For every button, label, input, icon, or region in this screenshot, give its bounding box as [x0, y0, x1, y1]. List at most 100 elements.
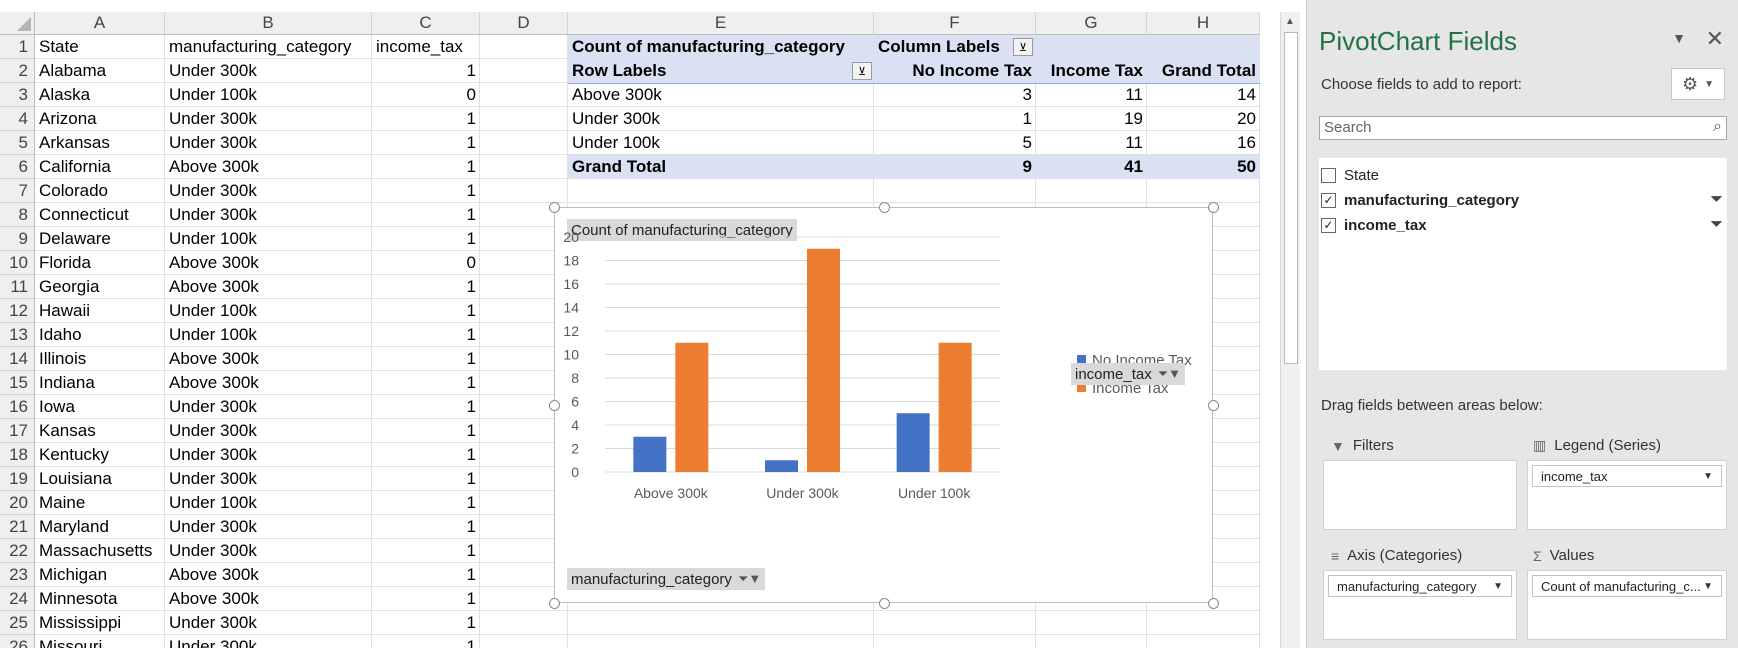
column-header[interactable]: D: [480, 12, 568, 35]
pane-options-dropdown-icon[interactable]: ▼: [1672, 30, 1686, 46]
pivot-column-header[interactable]: No Income Tax: [912, 61, 1032, 80]
pivot-row-label[interactable]: Under 300k: [572, 109, 660, 128]
state-cell[interactable]: Hawaii: [39, 301, 91, 320]
row-header[interactable]: 15: [0, 371, 35, 395]
category-cell[interactable]: Under 300k: [169, 469, 257, 488]
resize-handle[interactable]: [1208, 598, 1219, 609]
scrollbar-thumb[interactable]: [1284, 32, 1298, 364]
category-cell[interactable]: Under 300k: [169, 637, 257, 648]
state-cell[interactable]: Minnesota: [39, 589, 118, 608]
state-cell[interactable]: Missouri: [39, 637, 103, 648]
income-tax-cell[interactable]: 1: [466, 205, 476, 224]
row-labels-filter-button[interactable]: ⊻: [852, 62, 872, 80]
category-cell[interactable]: Under 300k: [169, 445, 257, 464]
resize-handle[interactable]: [879, 598, 890, 609]
row-header[interactable]: 23: [0, 563, 35, 587]
income-tax-cell[interactable]: 1: [466, 565, 476, 584]
income-tax-cell[interactable]: 1: [466, 493, 476, 512]
category-cell[interactable]: Above 300k: [169, 589, 259, 608]
row-header[interactable]: 22: [0, 539, 35, 563]
chevron-down-icon[interactable]: ▼: [1703, 580, 1713, 592]
category-cell[interactable]: Above 300k: [169, 373, 259, 392]
row-header[interactable]: 1: [0, 35, 35, 59]
filter-icon[interactable]: ⏷: [1710, 216, 1723, 233]
resize-handle[interactable]: [879, 202, 890, 213]
row-header[interactable]: 14: [0, 347, 35, 371]
state-cell[interactable]: Louisiana: [39, 469, 112, 488]
legend-drop-area[interactable]: income_tax ▼: [1527, 460, 1727, 530]
row-header[interactable]: 2: [0, 59, 35, 83]
state-cell[interactable]: Massachusetts: [39, 541, 153, 560]
category-cell[interactable]: Under 300k: [169, 205, 257, 224]
income-tax-cell[interactable]: 1: [466, 277, 476, 296]
state-cell[interactable]: Delaware: [39, 229, 111, 248]
row-header[interactable]: 13: [0, 323, 35, 347]
header-cell-state[interactable]: State: [39, 37, 79, 56]
income-tax-cell[interactable]: 1: [466, 349, 476, 368]
income-tax-cell[interactable]: 1: [466, 445, 476, 464]
state-cell[interactable]: Michigan: [39, 565, 108, 584]
pivot-title[interactable]: Count of manufacturing_category: [572, 37, 845, 56]
category-cell[interactable]: Under 300k: [169, 181, 257, 200]
pivot-grand-total-label[interactable]: Grand Total: [572, 157, 667, 176]
category-cell[interactable]: Above 300k: [169, 277, 259, 296]
category-cell[interactable]: Above 300k: [169, 565, 259, 584]
income-tax-cell[interactable]: 1: [466, 373, 476, 392]
income-tax-cell[interactable]: 0: [466, 85, 476, 104]
state-cell[interactable]: Maryland: [39, 517, 109, 536]
state-cell[interactable]: Indiana: [39, 373, 95, 392]
income-tax-cell[interactable]: 1: [466, 421, 476, 440]
row-header[interactable]: 11: [0, 275, 35, 299]
state-cell[interactable]: California: [39, 157, 111, 176]
income-tax-cell[interactable]: 1: [466, 157, 476, 176]
category-cell[interactable]: Under 300k: [169, 517, 257, 536]
column-header[interactable]: A: [35, 12, 165, 35]
row-header[interactable]: 18: [0, 443, 35, 467]
column-header[interactable]: E: [568, 12, 874, 35]
income-tax-cell[interactable]: 1: [466, 637, 476, 648]
income-tax-cell[interactable]: 1: [466, 517, 476, 536]
column-labels-filter-button[interactable]: ⊻: [1013, 38, 1033, 56]
state-cell[interactable]: Arizona: [39, 109, 97, 128]
category-cell[interactable]: Under 300k: [169, 109, 257, 128]
row-header[interactable]: 10: [0, 251, 35, 275]
category-cell[interactable]: Under 100k: [169, 493, 257, 512]
row-header[interactable]: 4: [0, 107, 35, 131]
pivot-value-cell[interactable]: 11: [1125, 133, 1143, 152]
row-header[interactable]: 3: [0, 83, 35, 107]
chevron-down-icon[interactable]: ▼: [1703, 470, 1713, 482]
row-header[interactable]: 24: [0, 587, 35, 611]
field-list-item[interactable]: State: [1321, 164, 1725, 186]
row-header[interactable]: 19: [0, 467, 35, 491]
resize-handle[interactable]: [549, 400, 560, 411]
state-cell[interactable]: Idaho: [39, 325, 82, 344]
income-tax-cell[interactable]: 1: [466, 613, 476, 632]
category-cell[interactable]: Under 300k: [169, 421, 257, 440]
pivot-value-cell[interactable]: 16: [1237, 133, 1256, 152]
income-tax-cell[interactable]: 1: [466, 181, 476, 200]
row-header[interactable]: 20: [0, 491, 35, 515]
resize-handle[interactable]: [549, 598, 560, 609]
state-cell[interactable]: Kansas: [39, 421, 96, 440]
income-tax-cell[interactable]: 1: [466, 469, 476, 488]
header-cell-tax[interactable]: income_tax: [376, 37, 463, 56]
state-cell[interactable]: Iowa: [39, 397, 75, 416]
state-cell[interactable]: Arkansas: [39, 133, 110, 152]
column-header[interactable]: H: [1147, 12, 1260, 35]
resize-handle[interactable]: [549, 202, 560, 213]
resize-handle[interactable]: [1208, 400, 1219, 411]
row-header[interactable]: 6: [0, 155, 35, 179]
pivot-value-cell[interactable]: 11: [1125, 85, 1143, 104]
select-all-corner[interactable]: [0, 12, 35, 35]
pivot-grand-total-value[interactable]: 41: [1124, 157, 1143, 176]
pivot-value-cell[interactable]: 1: [1022, 109, 1032, 128]
state-cell[interactable]: Kentucky: [39, 445, 109, 464]
filters-drop-area[interactable]: [1323, 460, 1517, 530]
category-cell[interactable]: Above 300k: [169, 157, 259, 176]
column-header[interactable]: C: [372, 12, 480, 35]
pivot-value-cell[interactable]: 5: [1022, 133, 1032, 152]
category-cell[interactable]: Under 300k: [169, 133, 257, 152]
state-cell[interactable]: Maine: [39, 493, 86, 512]
pivot-value-cell[interactable]: 3: [1022, 85, 1032, 104]
state-cell[interactable]: Florida: [39, 253, 91, 272]
